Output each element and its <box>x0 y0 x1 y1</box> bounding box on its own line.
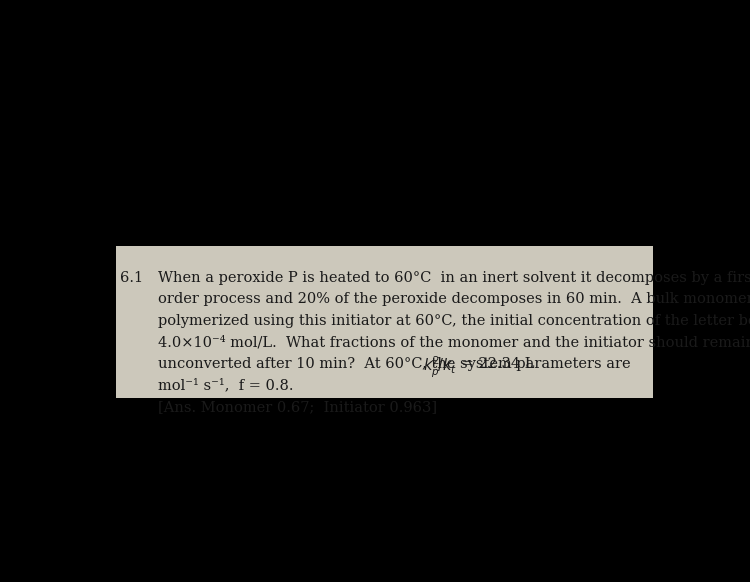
Text: $k_p^2\!/k_t$: $k_p^2\!/k_t$ <box>422 354 457 379</box>
Text: 6.1: 6.1 <box>121 271 143 285</box>
Text: unconverted after 10 min?  At 60°C, the system parameters are: unconverted after 10 min? At 60°C, the s… <box>158 357 635 371</box>
Text: = 22.34 L: = 22.34 L <box>458 357 535 371</box>
Text: When a peroxide P is heated to 60°C  in an inert solvent it decomposes by a firs: When a peroxide P is heated to 60°C in a… <box>158 271 750 285</box>
FancyBboxPatch shape <box>116 246 653 398</box>
Text: order process and 20% of the peroxide decomposes in 60 min.  A bulk monomer is: order process and 20% of the peroxide de… <box>158 292 750 306</box>
Text: 4.0×10⁻⁴ mol/L.  What fractions of the monomer and the initiator should remain: 4.0×10⁻⁴ mol/L. What fractions of the mo… <box>158 335 750 349</box>
Text: [Ans. Monomer 0.67;  Initiator 0.963]: [Ans. Monomer 0.67; Initiator 0.963] <box>158 400 436 414</box>
Text: mol⁻¹ s⁻¹,  f = 0.8.: mol⁻¹ s⁻¹, f = 0.8. <box>158 378 293 392</box>
Text: polymerized using this initiator at 60°C, the initial concentration of the lette: polymerized using this initiator at 60°C… <box>158 314 750 328</box>
